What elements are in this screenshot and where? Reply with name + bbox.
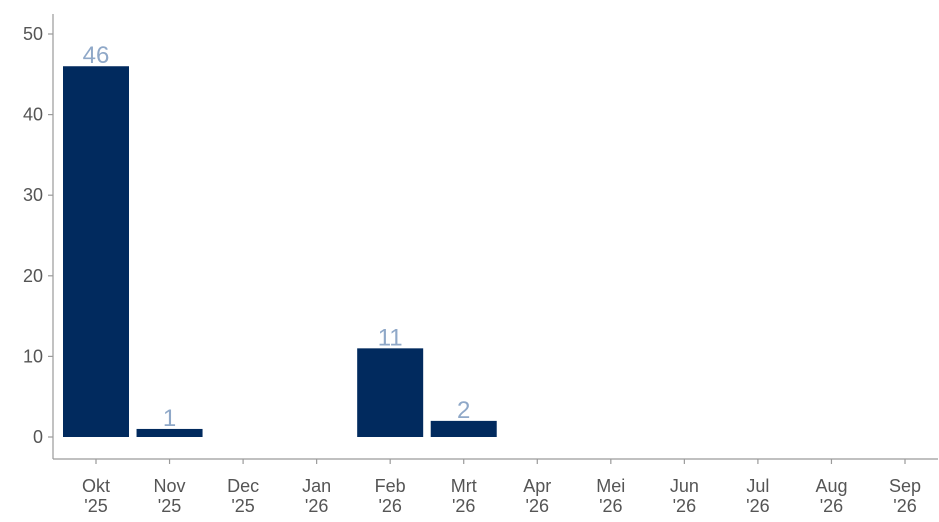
bar-data-label: 2 [457, 397, 470, 424]
bar [63, 66, 129, 438]
x-tick-label-year: '26 [526, 496, 549, 516]
x-axis: Okt'25Nov'25Dec'25Jan'26Feb'26Mrt'26Apr'… [53, 458, 938, 516]
bar [357, 348, 424, 437]
x-tick-label-month: Apr [523, 476, 551, 496]
bar-series [63, 66, 497, 438]
x-tick-label-year: '25 [84, 496, 107, 516]
bar [430, 420, 497, 437]
x-tick-label-year: '25 [231, 496, 254, 516]
x-tick-label-month: Feb [375, 476, 406, 496]
x-tick-label-month: Jul [746, 476, 769, 496]
x-tick-label-year: '26 [599, 496, 622, 516]
bar-data-label: 1 [163, 405, 176, 432]
y-tick-label: 30 [23, 185, 43, 205]
x-tick-label-year: '26 [746, 496, 769, 516]
x-tick-label-month: Mei [596, 476, 625, 496]
x-tick-label-year: '25 [158, 496, 181, 516]
bar-data-label: 46 [83, 42, 110, 69]
x-tick-label-month: Jun [670, 476, 699, 496]
bar [136, 428, 203, 437]
bar-data-label: 11 [378, 324, 403, 351]
x-tick-label-month: Sep [889, 476, 921, 496]
y-tick-label: 20 [23, 266, 43, 286]
x-tick-label-year: '26 [452, 496, 475, 516]
x-tick-label-month: Aug [815, 476, 847, 496]
y-tick-label: 40 [23, 105, 43, 125]
y-tick-label: 50 [23, 24, 43, 44]
x-tick-label-year: '26 [378, 496, 401, 516]
x-tick-label-year: '26 [820, 496, 843, 516]
y-tick-label: 0 [33, 427, 43, 447]
x-tick-label-month: Okt [82, 476, 110, 496]
x-tick-label-year: '26 [305, 496, 328, 516]
x-tick-label-month: Mrt [451, 476, 477, 496]
x-tick-label-month: Dec [227, 476, 259, 496]
x-tick-label-month: Jan [302, 476, 331, 496]
x-tick-label-year: '26 [893, 496, 916, 516]
x-tick-label-year: '26 [673, 496, 696, 516]
y-tick-label: 10 [23, 346, 43, 366]
x-tick-label-month: Nov [154, 476, 186, 496]
y-axis: 0 10 20 30 40 50 [23, 14, 54, 459]
